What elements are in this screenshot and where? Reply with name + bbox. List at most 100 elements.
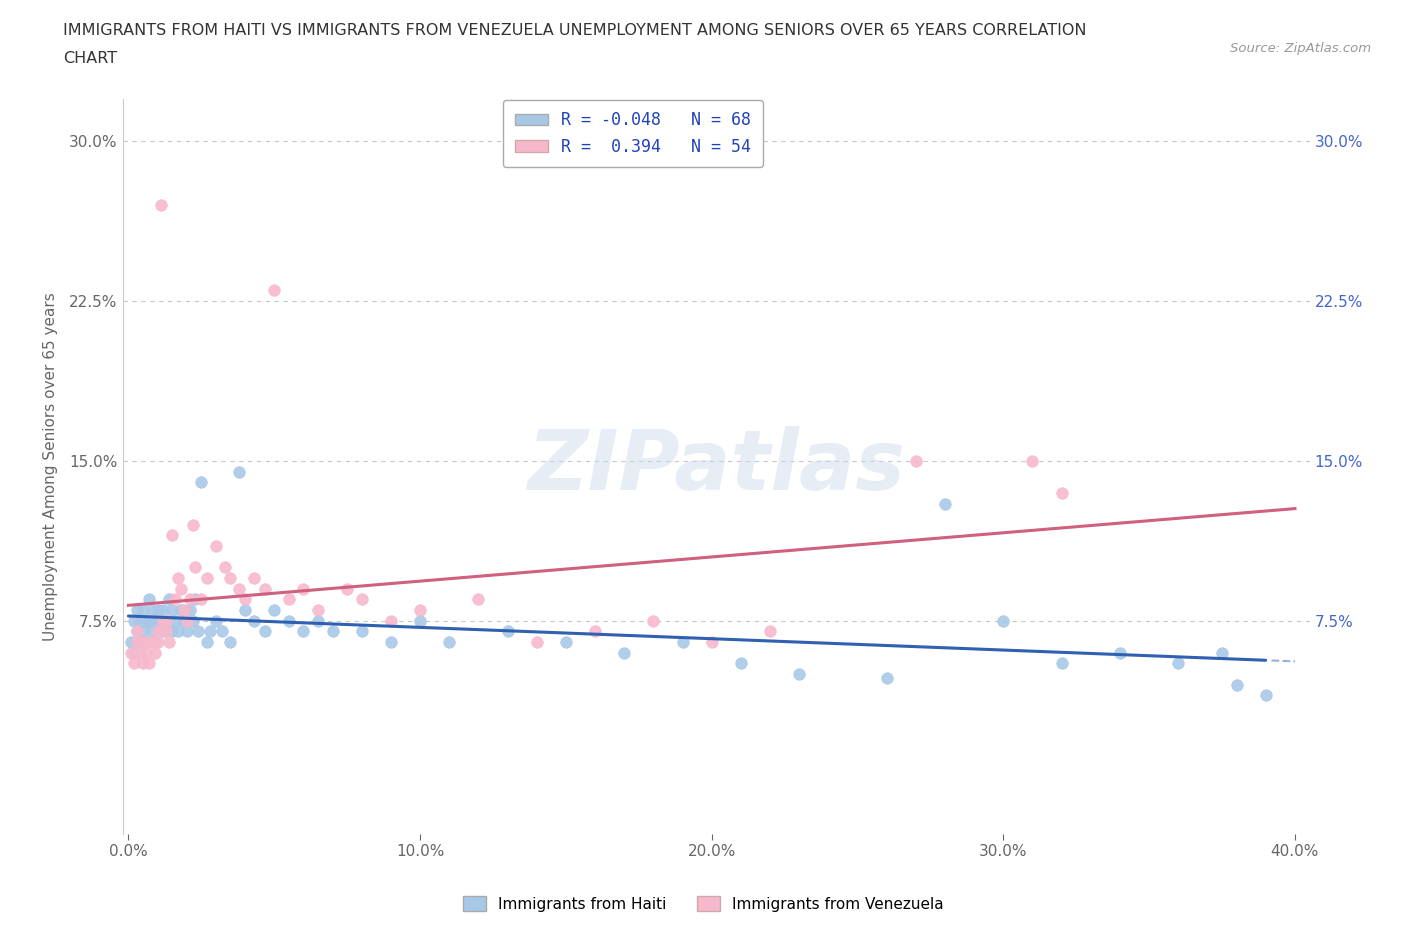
Point (467, 592, 489, 607)
Point (1226, 677, 1249, 692)
Point (1167, 656, 1189, 671)
Point (195, 571, 218, 586)
Point (138, 592, 160, 607)
Point (173, 613, 195, 628)
Text: ZIPatlas: ZIPatlas (527, 426, 905, 507)
Point (122, 613, 145, 628)
Point (336, 581, 359, 596)
Point (233, 603, 256, 618)
Point (132, 656, 155, 671)
Point (184, 560, 207, 575)
Point (122, 656, 145, 671)
Point (138, 656, 160, 671)
Point (127, 624, 149, 639)
Point (759, 624, 782, 639)
Point (152, 603, 174, 618)
Point (583, 624, 606, 639)
Point (141, 624, 163, 639)
Point (205, 613, 228, 628)
Point (254, 624, 277, 639)
Point (132, 603, 155, 618)
Point (1109, 645, 1132, 660)
Point (228, 464, 250, 479)
Point (170, 581, 193, 596)
Point (179, 592, 201, 607)
Point (187, 624, 209, 639)
Point (165, 613, 187, 628)
Point (219, 634, 242, 649)
Point (160, 624, 183, 639)
Point (167, 624, 190, 639)
Point (127, 624, 149, 639)
Point (179, 603, 201, 618)
Point (254, 581, 277, 596)
Point (157, 634, 180, 649)
Point (120, 634, 142, 649)
Point (292, 581, 315, 596)
Point (173, 603, 195, 618)
Point (135, 634, 157, 649)
Point (152, 613, 174, 628)
Legend: Immigrants from Haiti, Immigrants from Venezuela: Immigrants from Haiti, Immigrants from V… (457, 889, 949, 918)
Point (1050, 485, 1073, 500)
Point (1021, 454, 1043, 469)
Point (700, 634, 723, 649)
Point (1211, 645, 1233, 660)
Point (228, 581, 250, 596)
Point (165, 592, 187, 607)
Point (233, 592, 256, 607)
Point (1050, 656, 1073, 671)
Point (155, 613, 177, 628)
Point (132, 634, 155, 649)
Point (143, 634, 166, 649)
Point (205, 538, 228, 553)
Point (157, 592, 180, 607)
Text: Source: ZipAtlas.com: Source: ZipAtlas.com (1230, 42, 1371, 55)
Point (409, 603, 432, 618)
Text: CHART: CHART (63, 51, 117, 66)
Point (214, 560, 236, 575)
Point (350, 592, 373, 607)
Point (554, 634, 576, 649)
Point (934, 496, 956, 511)
Point (198, 624, 221, 639)
Point (219, 571, 242, 586)
Point (876, 671, 898, 685)
Point (993, 613, 1015, 628)
Point (138, 634, 160, 649)
Point (277, 592, 299, 607)
Point (152, 624, 174, 639)
Point (292, 624, 315, 639)
Point (120, 645, 142, 660)
Point (160, 528, 183, 543)
Point (437, 634, 460, 649)
Point (307, 613, 329, 628)
Point (671, 634, 693, 649)
Point (143, 645, 166, 660)
Point (146, 634, 169, 649)
Point (141, 634, 163, 649)
Point (307, 603, 329, 618)
Point (904, 454, 927, 469)
Text: IMMIGRANTS FROM HAITI VS IMMIGRANTS FROM VENEZUELA UNEMPLOYMENT AMONG SENIORS OV: IMMIGRANTS FROM HAITI VS IMMIGRANTS FROM… (63, 23, 1087, 38)
Point (132, 624, 155, 639)
Point (135, 613, 157, 628)
Point (190, 592, 212, 607)
Point (176, 624, 198, 639)
Point (127, 634, 149, 649)
Point (526, 634, 548, 649)
Point (195, 634, 218, 649)
Point (643, 613, 665, 628)
Point (322, 624, 344, 639)
Point (181, 517, 204, 532)
Point (143, 613, 166, 628)
Point (190, 475, 212, 490)
Point (167, 571, 190, 586)
Point (263, 603, 285, 618)
Point (243, 613, 266, 628)
Point (211, 624, 233, 639)
Y-axis label: Unemployment Among Seniors over 65 years: Unemployment Among Seniors over 65 years (44, 292, 58, 641)
Point (380, 613, 402, 628)
Point (146, 624, 169, 639)
Point (129, 634, 152, 649)
